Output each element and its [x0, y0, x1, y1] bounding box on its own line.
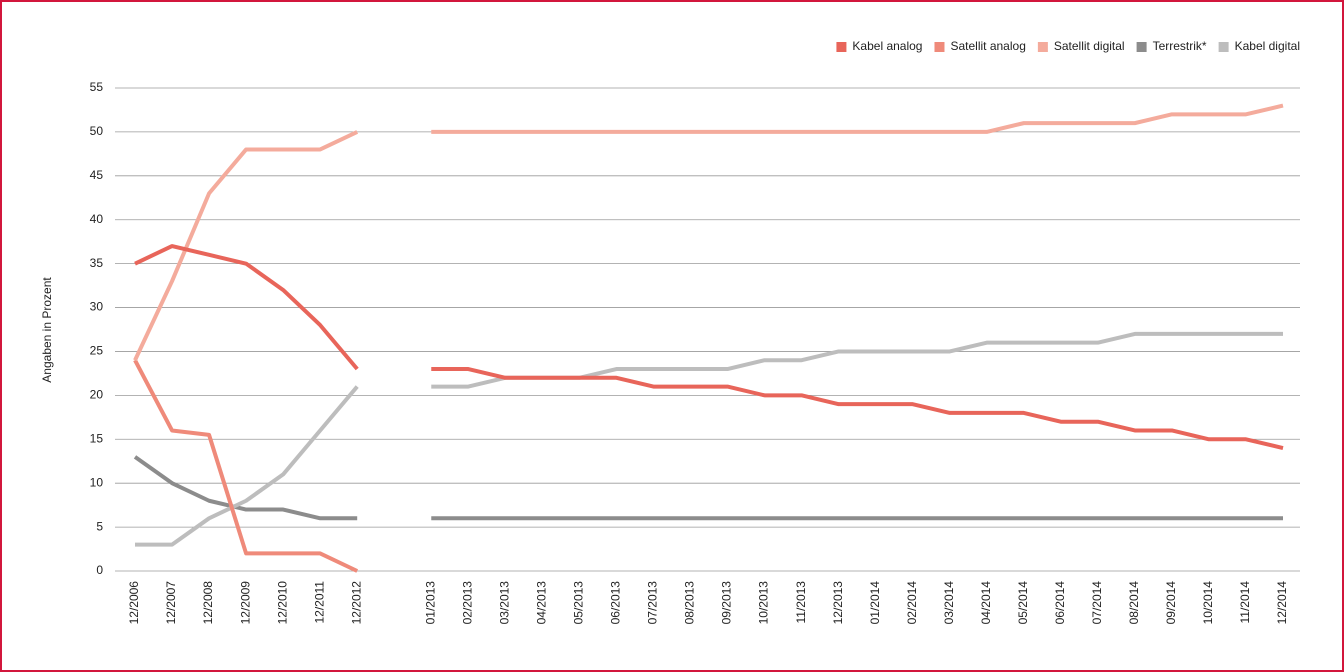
legend-label: Kabel analog	[852, 39, 922, 53]
y-tick-label: 55	[90, 80, 104, 94]
line	[134, 244, 1284, 451]
legend-swatch	[1218, 42, 1229, 52]
y-tick-label: 50	[90, 124, 104, 138]
legend-swatch	[836, 42, 847, 52]
legend-swatch	[1136, 42, 1147, 52]
x-tick-label: 04/2014	[979, 581, 993, 625]
y-tick-label: 25	[90, 344, 104, 358]
x-tick-label: 04/2013	[535, 581, 549, 625]
x-tick-label: 12/2012	[349, 581, 363, 625]
line	[133, 455, 1283, 521]
legend-label: Kabel digital	[1235, 39, 1300, 53]
y-tick-label: 5	[96, 519, 103, 533]
x-tick-label: 05/2014	[1016, 581, 1030, 625]
legend-label: Satellit analog	[950, 39, 1025, 53]
legend-swatch	[934, 42, 945, 52]
legend-label: Satellit digital	[1054, 39, 1125, 53]
x-tick-label: 12/2013	[831, 581, 845, 625]
x-tick-label: 11/2014	[1238, 581, 1252, 624]
x-tick-label: 10/2013	[757, 581, 771, 625]
x-tick-label: 08/2014	[1127, 581, 1141, 625]
x-tick-label: 12/2011	[312, 581, 326, 624]
x-tick-label: 12/2010	[275, 581, 289, 625]
y-tick-label: 45	[90, 168, 104, 182]
y-tick-label: 40	[90, 212, 104, 226]
x-tick-label: 10/2014	[1201, 581, 1215, 625]
y-tick-label: 20	[90, 388, 104, 402]
x-tick-label: 12/2006	[127, 581, 141, 625]
y-axis-label: Angaben in Prozent	[40, 277, 54, 383]
x-tick-label: 03/2013	[497, 581, 511, 625]
x-tick-label: 12/2014	[1275, 581, 1289, 625]
x-tick-label: 12/2009	[238, 581, 252, 625]
line	[133, 359, 359, 573]
x-tick-label: 12/2007	[164, 581, 178, 625]
legend-label: Terrestrik*	[1153, 39, 1207, 53]
x-tick-label: 06/2013	[609, 581, 623, 625]
y-tick-label: 10	[90, 475, 104, 489]
x-tick-label: 01/2014	[868, 581, 882, 625]
x-tick-label: 06/2014	[1053, 581, 1067, 625]
y-tick-label: 35	[90, 256, 104, 270]
x-tick-label: 07/2014	[1090, 581, 1104, 625]
x-tick-label: 11/2013	[794, 581, 808, 624]
y-tick-label: 0	[96, 563, 103, 577]
x-tick-label: 12/2008	[201, 581, 215, 625]
x-tick-label: 01/2013	[423, 581, 437, 625]
x-tick-label: 02/2014	[905, 581, 919, 625]
x-tick-label: 09/2014	[1164, 581, 1178, 625]
x-tick-label: 09/2013	[720, 581, 734, 625]
x-tick-label: 03/2014	[942, 581, 956, 625]
x-tick-label: 02/2013	[460, 581, 474, 625]
y-tick-label: 15	[90, 431, 104, 445]
x-tick-label: 07/2013	[646, 581, 660, 625]
line	[133, 103, 1284, 362]
legend-swatch	[1037, 42, 1048, 52]
x-tick-label: 05/2013	[572, 581, 586, 625]
y-tick-label: 30	[90, 300, 104, 314]
x-tick-label: 08/2013	[683, 581, 697, 625]
